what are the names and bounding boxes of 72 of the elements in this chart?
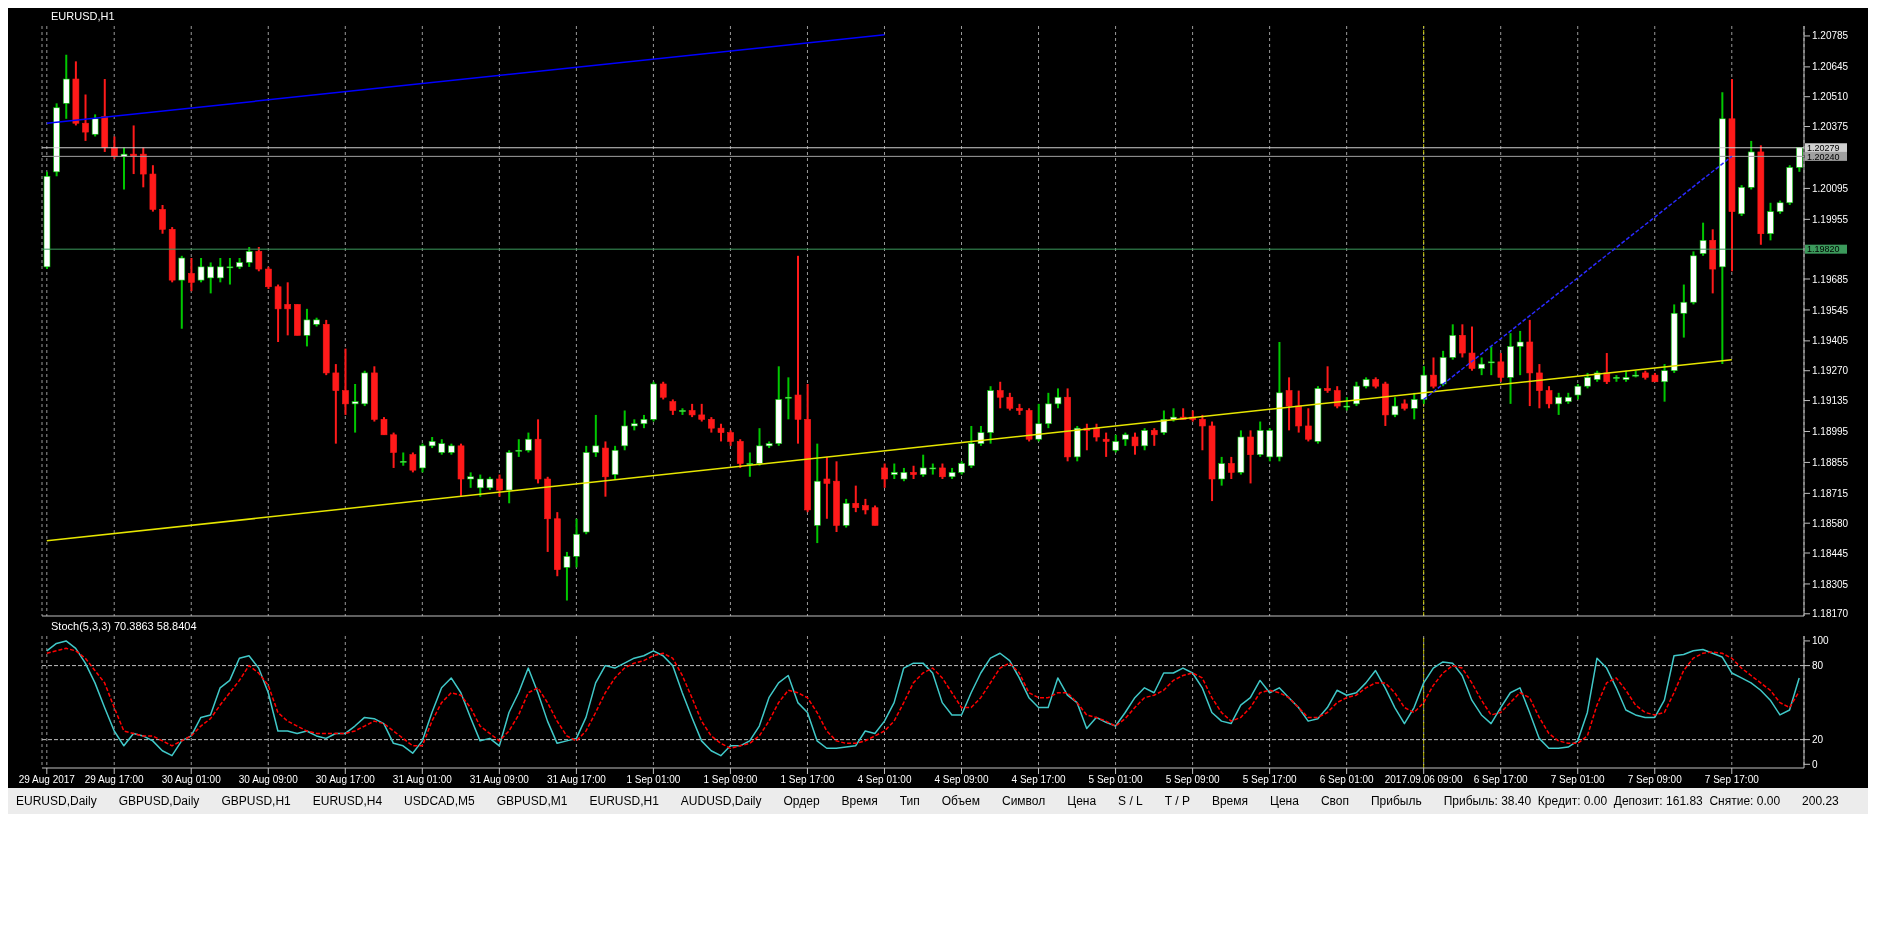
x-tick-label: 7 Sep 01:00 <box>1550 774 1606 786</box>
text: S / L <box>1118 794 1143 808</box>
x-tick-label: 6 Sep 17:00 <box>1473 774 1529 786</box>
text: Тип <box>899 794 920 808</box>
text: Время <box>1211 794 1249 808</box>
x-tick-label: 2017.09.06 09:00 <box>1384 774 1464 786</box>
text: GBPUSD,Daily <box>118 794 200 808</box>
ref-line-label: 1.20240 <box>1807 151 1840 162</box>
text: T / P <box>1164 794 1190 808</box>
x-tick-label: 31 Aug 09:00 <box>469 774 530 786</box>
text: Цена <box>1270 794 1299 808</box>
text: Своп <box>1320 794 1349 808</box>
y-tick-label: 1.18445 <box>1812 547 1849 559</box>
y-tick-label: 20 <box>1812 734 1824 746</box>
text: EURUSD,H4 <box>312 794 383 808</box>
y-tick-label: 1.19270 <box>1812 365 1849 377</box>
text: Прибыль: 38.40 Кредит: 0.00 Депозит: 161.83 Снятие: 0.00 <box>1443 794 1781 808</box>
y-tick-label: 1.18170 <box>1812 608 1849 620</box>
y-tick-label: 1.18580 <box>1812 517 1849 529</box>
text: EURUSD,Daily <box>16 794 97 808</box>
text: 200.23 <box>1802 794 1839 808</box>
y-tick-label: 1.19405 <box>1812 335 1849 347</box>
y-tick-label: 1.20785 <box>1812 30 1849 42</box>
x-tick-label: 30 Aug 09:00 <box>238 774 299 786</box>
x-tick-label: 4 Sep 01:00 <box>857 774 912 786</box>
y-tick-label: 1.20510 <box>1812 91 1849 103</box>
y-tick-label: 100 <box>1812 635 1830 647</box>
text: USDCAD,M5 <box>404 794 475 808</box>
y-tick-label: 1.20095 <box>1812 182 1849 194</box>
x-tick-label: 30 Aug 01:00 <box>161 774 222 786</box>
y-tick-label: 1.18855 <box>1812 456 1849 468</box>
chart-title: EURUSD,H1 <box>48 10 118 22</box>
x-tick-label: 1 Sep 17:00 <box>780 774 835 786</box>
x-tick-label: 29 Aug 17:00 <box>84 774 145 786</box>
y-tick-label: 1.18305 <box>1812 578 1849 590</box>
y-tick-label: 1.19685 <box>1812 273 1849 285</box>
text: GBPUSD,H1 <box>221 794 291 808</box>
text: Цена <box>1067 794 1097 808</box>
y-tick-label: 1.20375 <box>1812 121 1849 133</box>
text: Объем <box>941 794 980 808</box>
y-tick-label: 0 <box>1812 758 1818 770</box>
x-tick-label: 4 Sep 17:00 <box>1011 774 1066 786</box>
x-tick-label: 6 Sep 01:00 <box>1319 774 1375 786</box>
y-tick-label: 1.19135 <box>1812 395 1849 407</box>
text: Ордер <box>783 794 820 808</box>
x-tick-label: 7 Sep 17:00 <box>1704 774 1760 786</box>
y-tick-label: 1.20645 <box>1812 61 1849 73</box>
x-tick-label: 30 Aug 17:00 <box>315 774 376 786</box>
x-tick-label: 5 Sep 01:00 <box>1088 774 1143 786</box>
x-tick-label: 5 Sep 09:00 <box>1165 774 1220 786</box>
text: Прибыль <box>1370 794 1422 808</box>
y-tick-label: 1.19955 <box>1812 213 1849 225</box>
text: Символ <box>1001 794 1046 808</box>
y-tick-label: 1.18995 <box>1812 426 1849 438</box>
x-tick-label: 1 Sep 09:00 <box>703 774 758 786</box>
x-tick-label: 31 Aug 17:00 <box>546 774 607 786</box>
x-tick-label: 29 Aug 2017 <box>18 774 76 786</box>
ref-line-label: 1.19820 <box>1807 244 1840 255</box>
x-tick-label: 4 Sep 09:00 <box>934 774 989 786</box>
text: Время <box>841 794 878 808</box>
x-tick-label: 31 Aug 01:00 <box>392 774 453 786</box>
y-tick-label: 80 <box>1812 660 1824 672</box>
x-tick-label: 5 Sep 17:00 <box>1242 774 1298 786</box>
text: EURUSD,H1 <box>589 794 659 808</box>
chart-title: Stoch(5,3,3) 70.3863 58.8404 <box>48 620 200 632</box>
x-tick-label: 1 Sep 01:00 <box>626 774 681 786</box>
x-tick-label: 7 Sep 09:00 <box>1627 774 1683 786</box>
y-tick-label: 1.19545 <box>1812 304 1849 316</box>
text: AUDUSD,Daily <box>680 794 762 808</box>
text: GBPUSD,M1 <box>496 794 568 808</box>
y-tick-label: 1.18715 <box>1812 487 1849 499</box>
ref-line-label: 1.20279 <box>1807 143 1840 154</box>
